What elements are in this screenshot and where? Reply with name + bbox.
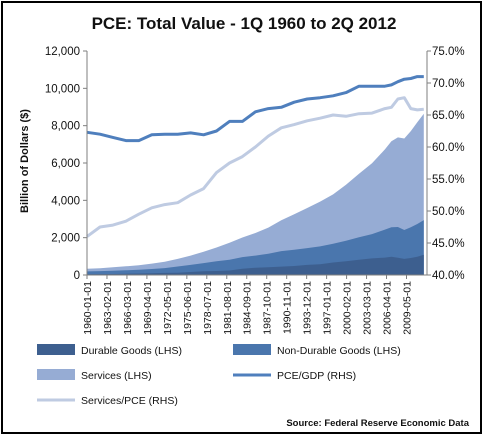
left-tick-label: 6,000 <box>51 158 80 170</box>
right-axis-ticks: 40.0% 45.0% 50.0% 55.0% 60.0% 65.0% 70.0% 75.0% <box>427 46 465 282</box>
right-tick-label: 50.0% <box>432 206 465 218</box>
right-tick-label: 55.0% <box>432 174 465 186</box>
x-tick-label: 1972-05-01 <box>162 281 174 335</box>
left-tick-label: 10,000 <box>45 83 80 95</box>
x-tick-label: 1990-11-01 <box>282 281 294 334</box>
x-tick-label: 1966-03-01 <box>122 281 134 335</box>
line-services-pce-rhs <box>86 96 424 238</box>
chart-title: PCE: Total Value - 1Q 1960 to 2Q 2012 <box>92 14 397 33</box>
legend: Durable Goods (LHS) Non-Durable Goods (LH… <box>37 344 401 407</box>
left-tick-label: 4,000 <box>51 195 80 207</box>
left-tick-label: 2,000 <box>51 233 80 245</box>
right-tick-label: 65.0% <box>432 110 465 122</box>
x-tick-label: 1993-12-01 <box>302 281 314 335</box>
legend-swatch <box>233 344 271 355</box>
x-tick-label: 2006-04-01 <box>382 281 394 335</box>
legend-swatch <box>37 344 75 355</box>
x-tick-label: 1984-09-01 <box>242 281 254 335</box>
area-non-durable-goods-lhs <box>87 220 424 275</box>
x-tick-label: 2003-03-01 <box>362 281 374 335</box>
pce-chart: PCE: Total Value - 1Q 1960 to 2Q 2012 0 2… <box>19 14 470 429</box>
legend-label: Services (LHS) <box>81 370 152 382</box>
left-tick-label: 0 <box>74 270 80 282</box>
left-axis-ticks: 0 2,000 4,000 6,000 8,000 10,000 12,000 <box>45 46 87 282</box>
legend-label: Durable Goods (LHS) <box>81 345 182 357</box>
legend-label: Services/PCE (RHS) <box>81 395 178 407</box>
line-pce-gdp-rhs <box>86 75 424 143</box>
x-tick-label: 1963-02-01 <box>102 281 114 335</box>
x-tick-label: 1981-08-01 <box>222 281 234 335</box>
left-tick-label: 12,000 <box>45 46 80 58</box>
x-tick-label: 1987-10-01 <box>262 281 274 335</box>
right-tick-label: 60.0% <box>432 142 465 154</box>
right-tick-label: 75.0% <box>432 46 465 58</box>
right-tick-label: 40.0% <box>432 270 465 282</box>
left-tick-label: 8,000 <box>51 121 80 133</box>
right-tick-label: 45.0% <box>432 238 465 250</box>
x-tick-label: 1969-04-01 <box>142 281 154 335</box>
x-tick-label: 2000-02-01 <box>342 281 354 335</box>
x-axis-ticks: 1960-01-01 1963-02-01 1966-03-01 1969-04-01… <box>82 275 414 335</box>
y-axis-label: Billion of Dollars ($) <box>19 109 31 213</box>
area-durable-goods-lhs <box>87 254 424 275</box>
legend-swatch <box>37 369 75 380</box>
x-tick-label: 1978-07-01 <box>202 281 214 335</box>
source-note: Source: Federal Reserve Economic Data <box>286 418 469 429</box>
right-tick-label: 70.0% <box>432 78 465 90</box>
x-tick-label: 1975-06-01 <box>182 281 194 335</box>
x-tick-label: 2009-05-01 <box>402 281 414 335</box>
legend-label: PCE/GDP (RHS) <box>277 370 356 382</box>
area-services-lhs <box>87 113 424 275</box>
legend-label: Non-Durable Goods (LHS) <box>277 345 401 357</box>
plot-area <box>86 51 428 276</box>
x-tick-label: 1997-01-01 <box>322 281 334 335</box>
x-tick-label: 1960-01-01 <box>82 281 94 335</box>
